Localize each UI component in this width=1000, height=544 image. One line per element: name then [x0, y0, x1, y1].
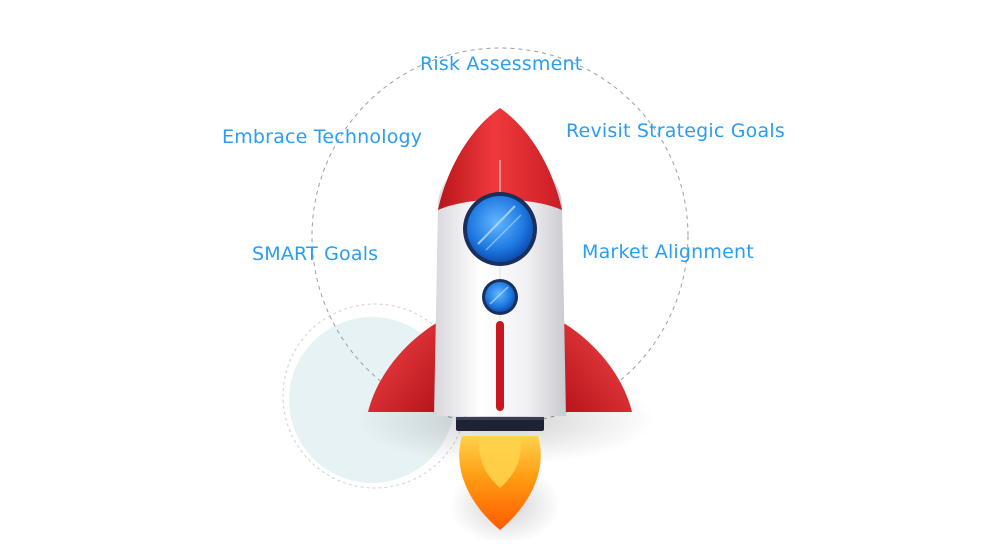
rocket-nose-cone: [438, 108, 562, 210]
label-revisit-strategic-goals: Revisit Strategic Goals: [566, 120, 785, 142]
rocket: [368, 108, 632, 530]
rocket-nozzle: [456, 417, 544, 431]
right-fin: [562, 322, 632, 412]
label-embrace-technology: Embrace Technology: [222, 126, 423, 148]
small-window: [485, 282, 515, 312]
window-glare: [477, 205, 516, 245]
body-stripe: [496, 321, 504, 411]
dashed-orbit-circle: [311, 47, 689, 425]
window-glare-2: [485, 214, 522, 251]
left-fin: [368, 322, 438, 412]
label-market-alignment: Market Alignment: [582, 241, 754, 263]
nozzle-highlight: [456, 417, 544, 420]
label-risk-assessment: Risk Assessment: [420, 53, 583, 75]
label-smart-goals: SMART Goals: [252, 243, 379, 265]
flame-core: [479, 436, 521, 488]
small-window-glare: [489, 286, 509, 305]
large-window: [467, 196, 533, 262]
